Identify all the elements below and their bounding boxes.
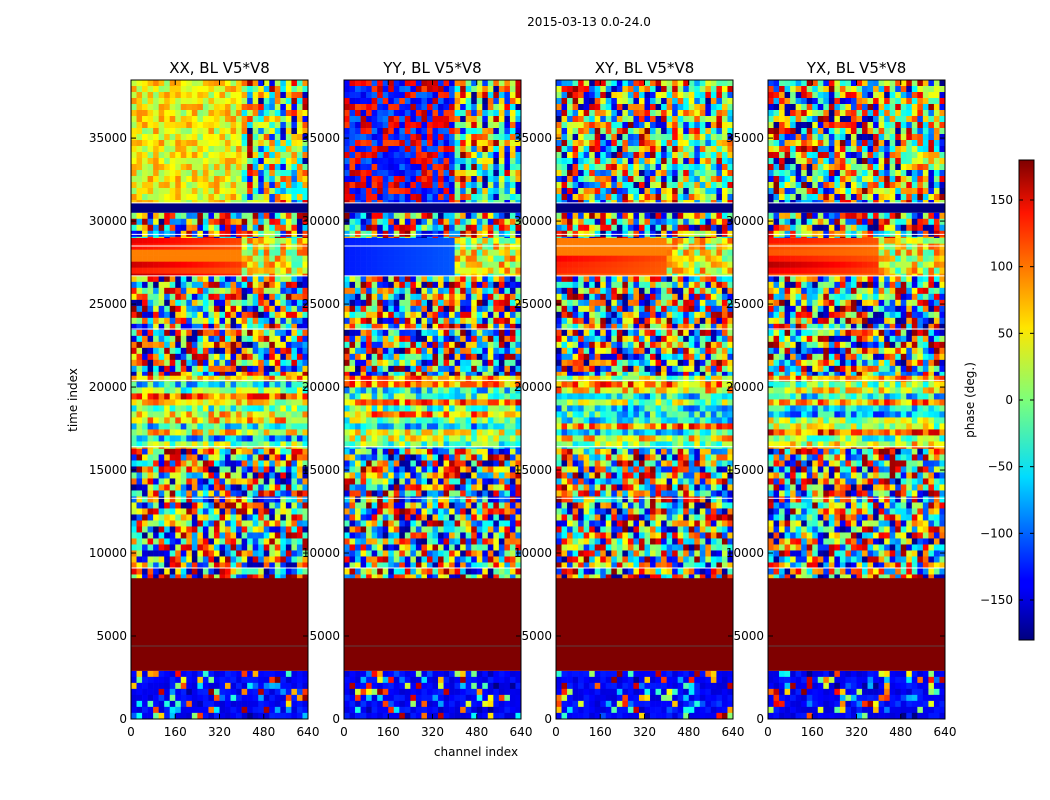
colorbar-tick-label: 0 [1005,393,1013,407]
x-tick-label: 0 [340,725,348,739]
colorbar-tick-label: 50 [998,326,1013,340]
y-tick-label: 20000 [89,380,127,394]
x-tick-label: 320 [633,725,656,739]
x-tick-label: 480 [677,725,700,739]
y-tick-label: 10000 [89,546,127,560]
heatmap-image-YY [344,80,522,720]
heatmap-image-YX [768,80,946,720]
x-tick-label: 320 [845,725,868,739]
y-tick-label: 20000 [514,380,552,394]
y-tick-label: 35000 [89,131,127,145]
colorbar-label: phase (deg.) [963,362,977,438]
y-tick-label: 25000 [89,297,127,311]
x-tick-label: 320 [421,725,444,739]
panel-XY: XY, BL V5*V8 0 160 320 480 640 0 5000 10000 15000… [514,59,745,739]
y-tick-label: 5000 [521,629,552,643]
x-tick-label: 640 [510,725,533,739]
y-tick-label: 30000 [726,214,764,228]
x-tick-label: 160 [164,725,187,739]
y-tick-label: 25000 [726,297,764,311]
colorbar: −150 −100 −50 0 50 100 150 phase (deg.) [963,159,1035,641]
x-tick-label: 320 [208,725,231,739]
colorbar-tick-label: 150 [990,193,1013,207]
y-tick-label: 10000 [726,546,764,560]
x-tick-label: 160 [377,725,400,739]
y-tick-label: 0 [119,712,127,726]
x-tick-label: 640 [934,725,957,739]
y-tick-label: 20000 [726,380,764,394]
figure-suptitle: 2015-03-13 0.0-24.0 [527,15,651,29]
y-tick-label: 35000 [726,131,764,145]
colorbar-tick-label: 100 [990,260,1013,274]
x-tick-label: 640 [722,725,745,739]
y-tick-label: 35000 [302,131,340,145]
y-tick-label: 0 [756,712,764,726]
x-tick-label: 160 [801,725,824,739]
y-tick-label: 30000 [89,214,127,228]
panel-title-XY: XY, BL V5*V8 [595,59,695,77]
y-tick-label: 10000 [302,546,340,560]
colorbar-tick-label: −150 [980,593,1013,607]
y-tick-label: 30000 [514,214,552,228]
heatmap-panels: XX, BL V5*V8 0 160 320 480 640 0 5000 10000 15000… [89,59,957,739]
y-axis-label: time index [66,368,80,432]
x-tick-label: 640 [297,725,320,739]
x-tick-label: 480 [889,725,912,739]
x-tick-label: 480 [252,725,275,739]
panel-title-XX: XX, BL V5*V8 [169,59,270,77]
x-tick-label: 160 [589,725,612,739]
colorbar-tick-label: −100 [980,526,1013,540]
y-tick-label: 10000 [514,546,552,560]
y-tick-label: 15000 [89,463,127,477]
y-tick-label: 0 [332,712,340,726]
panel-YY: YY, BL V5*V8 0 160 320 480 640 0 5000 10000 15000… [302,59,533,739]
x-axis-label: channel index [434,745,518,759]
panel-YX: YX, BL V5*V8 0 160 320 480 640 0 5000 10000 15000… [726,59,957,739]
x-tick-label: 0 [127,725,135,739]
panel-title-YX: YX, BL V5*V8 [806,59,907,77]
y-tick-label: 15000 [514,463,552,477]
heatmap-image-XX [131,80,309,720]
y-tick-label: 30000 [302,214,340,228]
y-tick-label: 15000 [302,463,340,477]
y-tick-label: 25000 [302,297,340,311]
y-tick-label: 35000 [514,131,552,145]
y-tick-label: 5000 [309,629,340,643]
y-tick-label: 25000 [514,297,552,311]
colorbar-tick-label: −50 [988,460,1013,474]
x-tick-label: 0 [552,725,560,739]
y-tick-label: 5000 [96,629,127,643]
x-tick-label: 480 [465,725,488,739]
y-tick-label: 0 [544,712,552,726]
panel-title-YY: YY, BL V5*V8 [382,59,481,77]
panel-XX: XX, BL V5*V8 0 160 320 480 640 0 5000 10000 15000… [89,59,320,739]
y-tick-label: 15000 [726,463,764,477]
heatmap-image-XY [556,80,734,720]
colorbar-ticks: −150 −100 −50 0 50 100 150 [980,193,1034,607]
y-tick-label: 5000 [733,629,764,643]
x-tick-label: 0 [764,725,772,739]
y-tick-label: 20000 [302,380,340,394]
